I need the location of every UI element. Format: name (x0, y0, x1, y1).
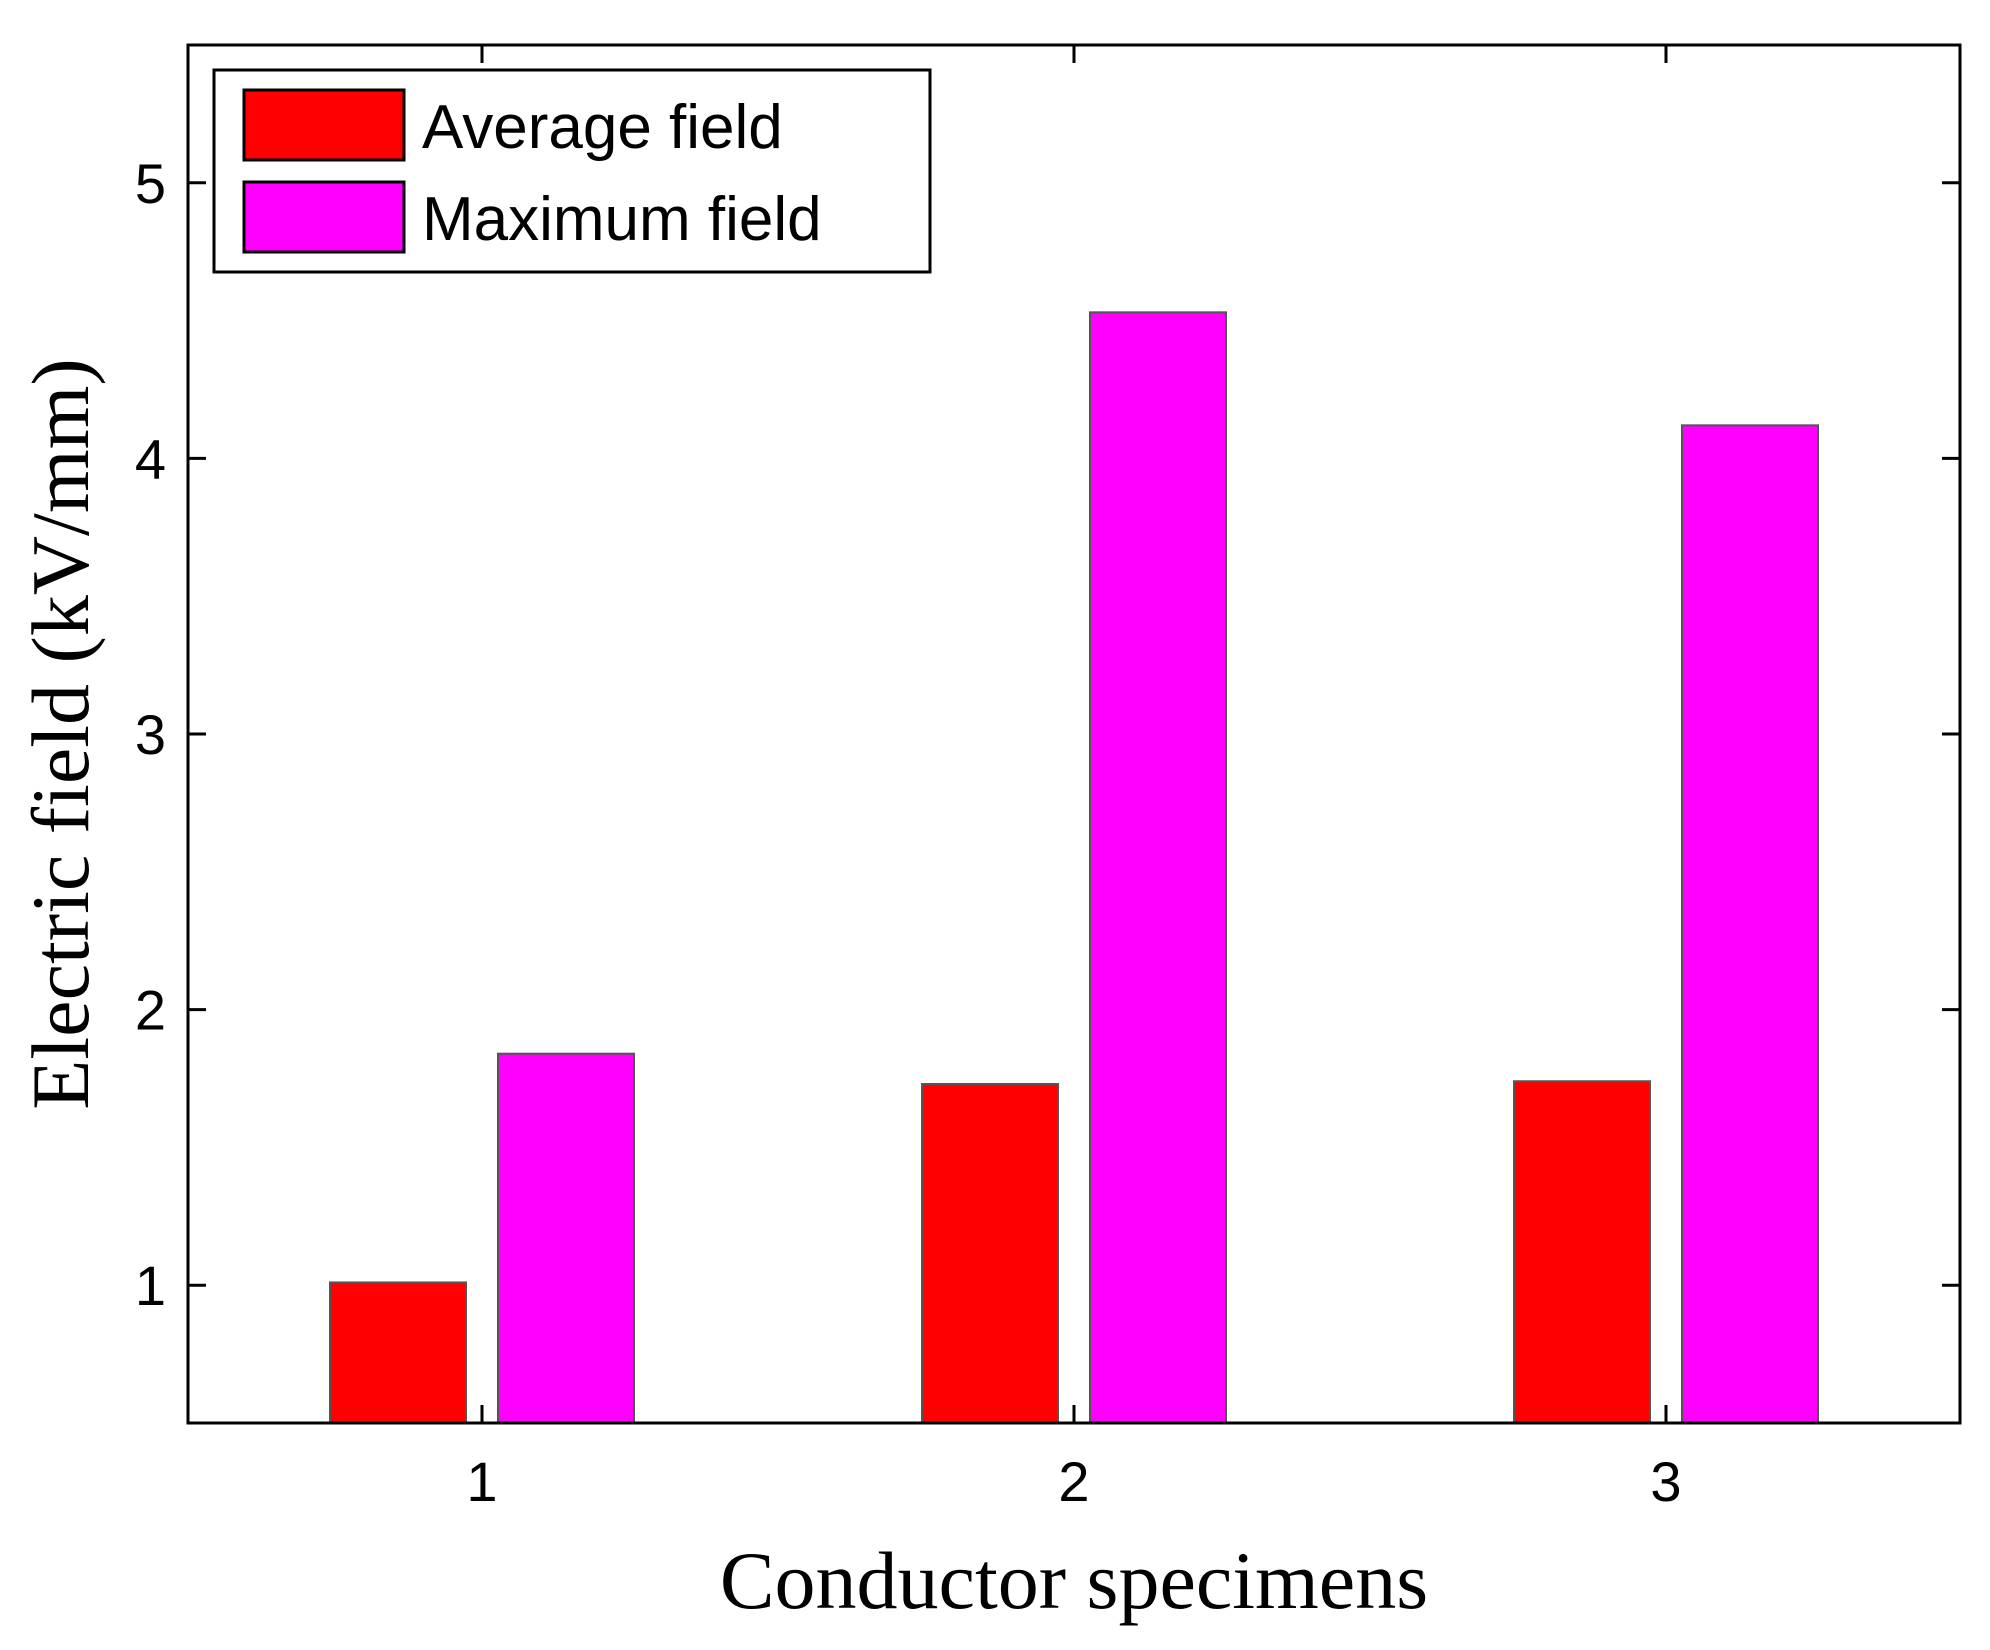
x-tick-label-3: 3 (1650, 1450, 1681, 1513)
y-tick-label-5: 5 (135, 152, 166, 215)
plot-frame (186, 43, 1962, 1425)
bar-maximum-field-3 (1681, 424, 1819, 1424)
y-tick-label-4: 4 (135, 427, 166, 490)
ticks-group (188, 45, 1960, 1423)
legend-swatch-average-field (242, 88, 406, 162)
tick-labels-group: 1 2 3 4 5 1 2 3 (135, 152, 1682, 1513)
x-tick-label-2: 2 (1058, 1450, 1089, 1513)
y-tick-label-3: 3 (135, 703, 166, 766)
bar-maximum-field-1 (497, 1052, 635, 1425)
legend-swatch-maximum-field (242, 180, 406, 254)
legend-label-average-field: Average field (422, 93, 783, 162)
legend-label-maximum-field: Maximum field (422, 185, 822, 254)
bar-average-field-3 (1513, 1080, 1651, 1424)
bar-average-field-2 (921, 1083, 1059, 1424)
bars-group (329, 311, 1819, 1425)
y-axis-title: Electric field (kV/mm) (15, 358, 106, 1109)
bar-maximum-field-2 (1089, 311, 1227, 1424)
y-tick-label-2: 2 (135, 979, 166, 1042)
bar-average-field-1 (329, 1281, 467, 1424)
plot-background (188, 45, 1960, 1423)
x-tick-label-1: 1 (466, 1450, 497, 1513)
y-tick-label-1: 1 (135, 1254, 166, 1317)
legend: Average field Maximum field (212, 68, 932, 274)
x-axis-title: Conductor specimens (720, 1535, 1428, 1626)
